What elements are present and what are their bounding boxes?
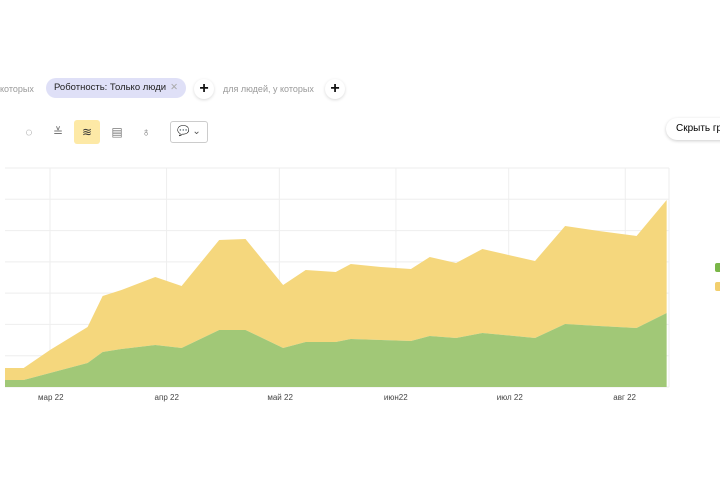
add-people-filter-button[interactable]: +	[325, 79, 345, 99]
map-icon[interactable]: ♁	[141, 125, 151, 139]
x-tick-label: июл 22	[497, 393, 524, 402]
hide-chart-button[interactable]: Скрыть гр	[666, 118, 720, 140]
people-filter-label: для людей, у которых	[223, 84, 314, 94]
legend-checkbox-yellow[interactable]	[715, 282, 720, 291]
x-tick-label: мар 22	[38, 393, 64, 402]
filter-prefix: которых	[0, 84, 34, 94]
x-tick-label: авг 22	[613, 393, 636, 402]
legend-checkbox-green[interactable]	[715, 263, 720, 272]
pie-icon[interactable]: ◌	[25, 125, 33, 139]
area-green	[5, 313, 667, 387]
table-icon[interactable]: ▤	[111, 125, 123, 139]
chip-label: Роботность: Только люди	[54, 82, 167, 93]
comments-dropdown[interactable]: 💬 ⌄	[170, 121, 208, 143]
area-yellow	[5, 200, 667, 380]
stacked-area-icon[interactable]: ≋	[74, 120, 100, 144]
add-filter-button[interactable]: +	[194, 79, 214, 99]
x-tick-label: май 22	[267, 393, 293, 402]
close-icon[interactable]: ✕	[170, 82, 179, 93]
line-icon[interactable]: ≚	[52, 125, 64, 139]
x-tick-label: апр 22	[155, 393, 180, 402]
filter-chip-robotness[interactable]: Роботность: Только люди ✕	[46, 78, 187, 98]
x-tick-label: июн22	[384, 393, 408, 402]
